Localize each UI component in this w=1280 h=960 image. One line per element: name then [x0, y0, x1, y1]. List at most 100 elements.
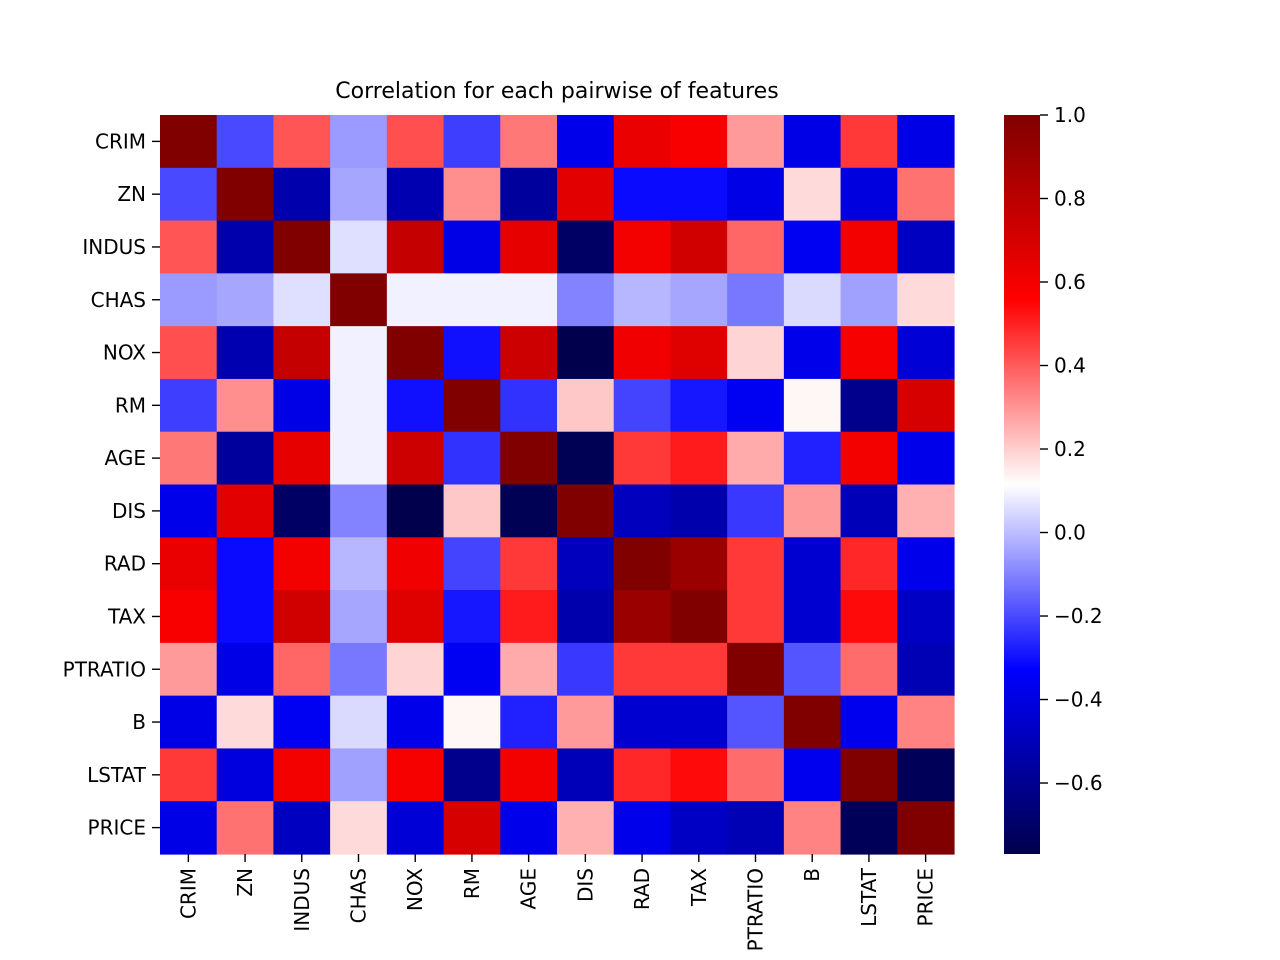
- heatmap-cell-tax-ptratio: [727, 590, 785, 644]
- heatmap-cell-b-rad: [613, 695, 672, 750]
- heatmap-cell-lstat-zn: [216, 748, 275, 802]
- x-tick-label: RM: [460, 868, 484, 899]
- heatmap-cell-crim-rad: [613, 115, 672, 169]
- heatmap-cell-tax-tax: [670, 590, 728, 644]
- heatmap-cell-crim-dis: [557, 115, 615, 169]
- heatmap-cell-dis-crim: [160, 484, 218, 538]
- heatmap-cell-lstat-age: [500, 748, 558, 802]
- x-tick-label: CHAS: [347, 868, 371, 923]
- heatmap-cell-age-ptratio: [727, 431, 785, 486]
- heatmap-cell-zn-rm: [443, 167, 501, 222]
- heatmap-cell-dis-tax: [670, 484, 728, 538]
- heatmap-cell-age-tax: [670, 431, 728, 486]
- heatmap-cell-lstat-indus: [273, 748, 331, 802]
- heatmap-cell-tax-nox: [386, 590, 445, 644]
- heatmap-cell-tax-age: [500, 590, 558, 644]
- heatmap-cell-chas-lstat: [840, 273, 898, 327]
- heatmap-cell-rm-lstat: [840, 378, 898, 433]
- heatmap-cell-b-nox: [386, 695, 445, 750]
- heatmap-cell-ptratio-dis: [557, 642, 615, 697]
- heatmap-cells: [160, 115, 955, 855]
- heatmap-cell-crim-tax: [670, 115, 728, 169]
- heatmap-cell-rm-dis: [557, 378, 615, 433]
- heatmap-cell-ptratio-age: [500, 642, 558, 697]
- heatmap-cell-tax-zn: [216, 590, 275, 644]
- heatmap-cell-nox-chas: [330, 326, 388, 380]
- heatmap-cell-lstat-tax: [670, 748, 728, 802]
- y-axis: CRIM ZN INDUS CHAS NOX RM AGE DIS RAD TAX PTRATIO B…: [63, 129, 160, 840]
- heatmap-cell-chas-age: [500, 273, 558, 327]
- heatmap-cell-b-indus: [273, 695, 331, 750]
- heatmap-cell-ptratio-indus: [273, 642, 331, 697]
- y-tick-label: B: [132, 710, 146, 734]
- colorbar: 1.0 0.8 0.6 0.4 0.2 0.0 −0.2 −0.4 −0.6: [1004, 103, 1103, 854]
- heatmap-cell-indus-price: [897, 220, 955, 274]
- heatmap-cell-age-crim: [160, 431, 218, 486]
- heatmap-cell-indus-tax: [670, 220, 728, 274]
- heatmap-cell-zn-crim: [160, 167, 218, 222]
- heatmap-cell-price-tax: [670, 801, 728, 855]
- heatmap-cell-crim-nox: [386, 115, 445, 169]
- heatmap-cell-lstat-dis: [557, 748, 615, 802]
- heatmap-cell-ptratio-crim: [160, 642, 218, 697]
- heatmap-cell-b-crim: [160, 695, 218, 750]
- heatmap-cell-price-chas: [330, 801, 388, 855]
- heatmap-cell-chas-nox: [386, 273, 445, 327]
- heatmap-cell-age-rad: [613, 431, 672, 486]
- heatmap-cell-ptratio-zn: [216, 642, 275, 697]
- heatmap-cell-dis-zn: [216, 484, 275, 538]
- heatmap-cell-tax-indus: [273, 590, 331, 644]
- x-axis: CRIM ZN INDUS CHAS NOX RM AGE DIS RAD TAX PTRATIO B…: [176, 854, 938, 951]
- heatmap-cell-indus-dis: [557, 220, 615, 274]
- heatmap-cell-ptratio-price: [897, 642, 955, 697]
- heatmap-cell-rm-ptratio: [727, 378, 785, 433]
- chart-title: Correlation for each pairwise of feature…: [335, 79, 778, 104]
- heatmap-cell-nox-nox: [386, 326, 445, 380]
- heatmap-cell-lstat-lstat: [840, 748, 898, 802]
- y-tick-label: AGE: [105, 446, 146, 470]
- heatmap-cell-rm-nox: [386, 378, 445, 433]
- heatmap-cell-price-ptratio: [727, 801, 785, 855]
- y-tick-label: PRICE: [88, 816, 146, 840]
- colorbar-tick-label: −0.2: [1054, 604, 1103, 628]
- heatmap-cell-nox-dis: [557, 326, 615, 380]
- heatmap-cell-lstat-crim: [160, 748, 218, 802]
- heatmap-cell-nox-age: [500, 326, 558, 380]
- heatmap-cell-lstat-b: [783, 748, 842, 802]
- heatmap-cell-indus-ptratio: [727, 220, 785, 274]
- heatmap-cell-dis-rad: [613, 484, 672, 538]
- heatmap-cell-rm-rm: [443, 378, 501, 433]
- heatmap-cell-crim-lstat: [840, 115, 898, 169]
- heatmap-cell-b-zn: [216, 695, 275, 750]
- heatmap-cell-chas-rad: [613, 273, 672, 327]
- x-tick-label: AGE: [517, 868, 541, 909]
- heatmap-cell-zn-chas: [330, 167, 388, 222]
- heatmap-cell-age-dis: [557, 431, 615, 486]
- heatmap-cell-tax-chas: [330, 590, 388, 644]
- x-tick-label: NOX: [403, 868, 427, 911]
- heatmap-cell-zn-indus: [273, 167, 331, 222]
- y-tick-label: DIS: [112, 499, 146, 523]
- heatmap-cell-price-nox: [386, 801, 445, 855]
- heatmap-cell-rm-indus: [273, 378, 331, 433]
- heatmap-cell-zn-dis: [557, 167, 615, 222]
- heatmap-cell-crim-chas: [330, 115, 388, 169]
- heatmap-cell-chas-indus: [273, 273, 331, 327]
- y-tick-label: TAX: [107, 604, 146, 628]
- heatmap-cell-rad-price: [897, 537, 955, 591]
- y-tick-label: INDUS: [82, 235, 146, 259]
- heatmap-cell-rad-ptratio: [727, 537, 785, 591]
- heatmap-cell-chas-zn: [216, 273, 275, 327]
- x-tick-label: CRIM: [176, 868, 200, 919]
- heatmap-cell-dis-nox: [386, 484, 445, 538]
- heatmap-cell-rad-zn: [216, 537, 275, 591]
- heatmap-cell-price-rad: [613, 801, 672, 855]
- x-tick-label: LSTAT: [857, 867, 881, 927]
- heatmap-cell-indus-lstat: [840, 220, 898, 274]
- heatmap-cell-rm-zn: [216, 378, 275, 433]
- heatmap-cell-rad-crim: [160, 537, 218, 591]
- heatmap-cell-lstat-rad: [613, 748, 672, 802]
- colorbar-tick-label: 0.2: [1054, 437, 1086, 461]
- heatmap-cell-dis-b: [783, 484, 842, 538]
- heatmap-cell-b-chas: [330, 695, 388, 750]
